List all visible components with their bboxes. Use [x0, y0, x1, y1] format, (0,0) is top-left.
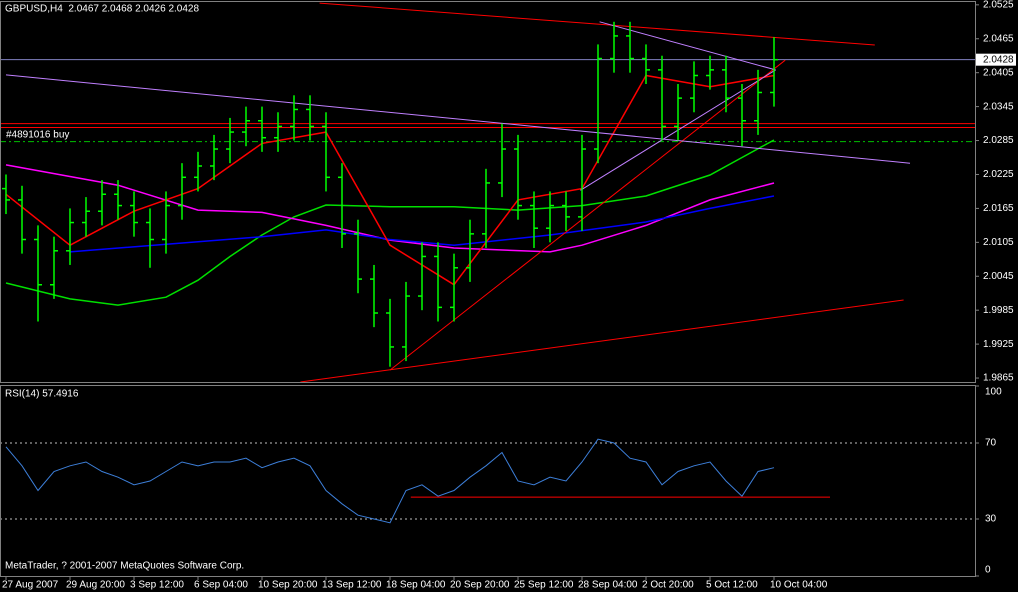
rsi-header: RSI(14) 57.4916 [5, 389, 79, 400]
current-price-tag [976, 53, 1016, 66]
x-tick-label: 18 Sep 04:00 [386, 580, 446, 591]
x-tick-label: 28 Sep 04:00 [578, 580, 638, 591]
x-tick-label: 5 Oct 12:00 [706, 580, 758, 591]
current-price-label: 2.0428 [983, 54, 1014, 65]
y-tick-label: 2.0345 [983, 101, 1014, 112]
rsi-tick-label: 0 [985, 565, 991, 576]
y-tick-label: 2.0465 [983, 33, 1014, 44]
x-tick-label: 10 Sep 20:00 [258, 580, 318, 591]
y-tick-label: 2.0285 [983, 135, 1014, 146]
copyright: MetaTrader, ? 2001-2007 MetaQuotes Softw… [5, 561, 244, 572]
x-tick-label: 3 Sep 12:00 [130, 580, 184, 591]
x-tick-label: 25 Sep 12:00 [514, 580, 574, 591]
main-pane [0, 1, 976, 383]
symbol-header: GBPUSD,H4 2.0467 2.0468 2.0426 2.0428 [5, 4, 199, 15]
trend-line [389, 59, 786, 371]
x-tick-label: 6 Sep 04:00 [194, 580, 248, 591]
trend-line [319, 2, 875, 46]
y-tick-label: 1.9865 [983, 373, 1014, 384]
y-tick-label: 2.0525 [983, 0, 1014, 10]
trend-line [5, 74, 911, 164]
rsi-tick-label: 30 [985, 514, 997, 525]
trend-line [599, 21, 776, 71]
x-tick-label: 13 Sep 12:00 [322, 580, 382, 591]
y-tick-label: 2.0045 [983, 271, 1014, 282]
y-tick-label: 2.0165 [983, 203, 1014, 214]
main-plot: #4891016 buy [1, 2, 975, 382]
y-tick-label: 1.9925 [983, 339, 1014, 350]
rsi-line [5, 438, 775, 524]
moving-average [69, 195, 775, 253]
y-tick-label: 2.0405 [983, 67, 1014, 78]
rsi-tick-label: 100 [985, 387, 1002, 398]
x-tick-label: 2 Oct 20:00 [642, 580, 694, 591]
moving-average [5, 139, 775, 306]
x-tick-label: 10 Oct 04:00 [770, 580, 828, 591]
y-tick-label: 2.0105 [983, 237, 1014, 248]
x-tick-label: 20 Sep 20:00 [450, 580, 510, 591]
y-tick-label: 1.9985 [983, 305, 1014, 316]
rsi-tick-label: 70 [985, 438, 997, 449]
y-tick-label: 2.0225 [983, 169, 1014, 180]
x-tick-label: 27 Aug 2007 [2, 580, 59, 591]
rsi-pane [0, 385, 976, 577]
rsi-plot [1, 438, 975, 524]
trend-line [300, 299, 904, 382]
x-tick-label: 29 Aug 20:00 [66, 580, 125, 591]
order-label: #4891016 buy [6, 129, 69, 140]
